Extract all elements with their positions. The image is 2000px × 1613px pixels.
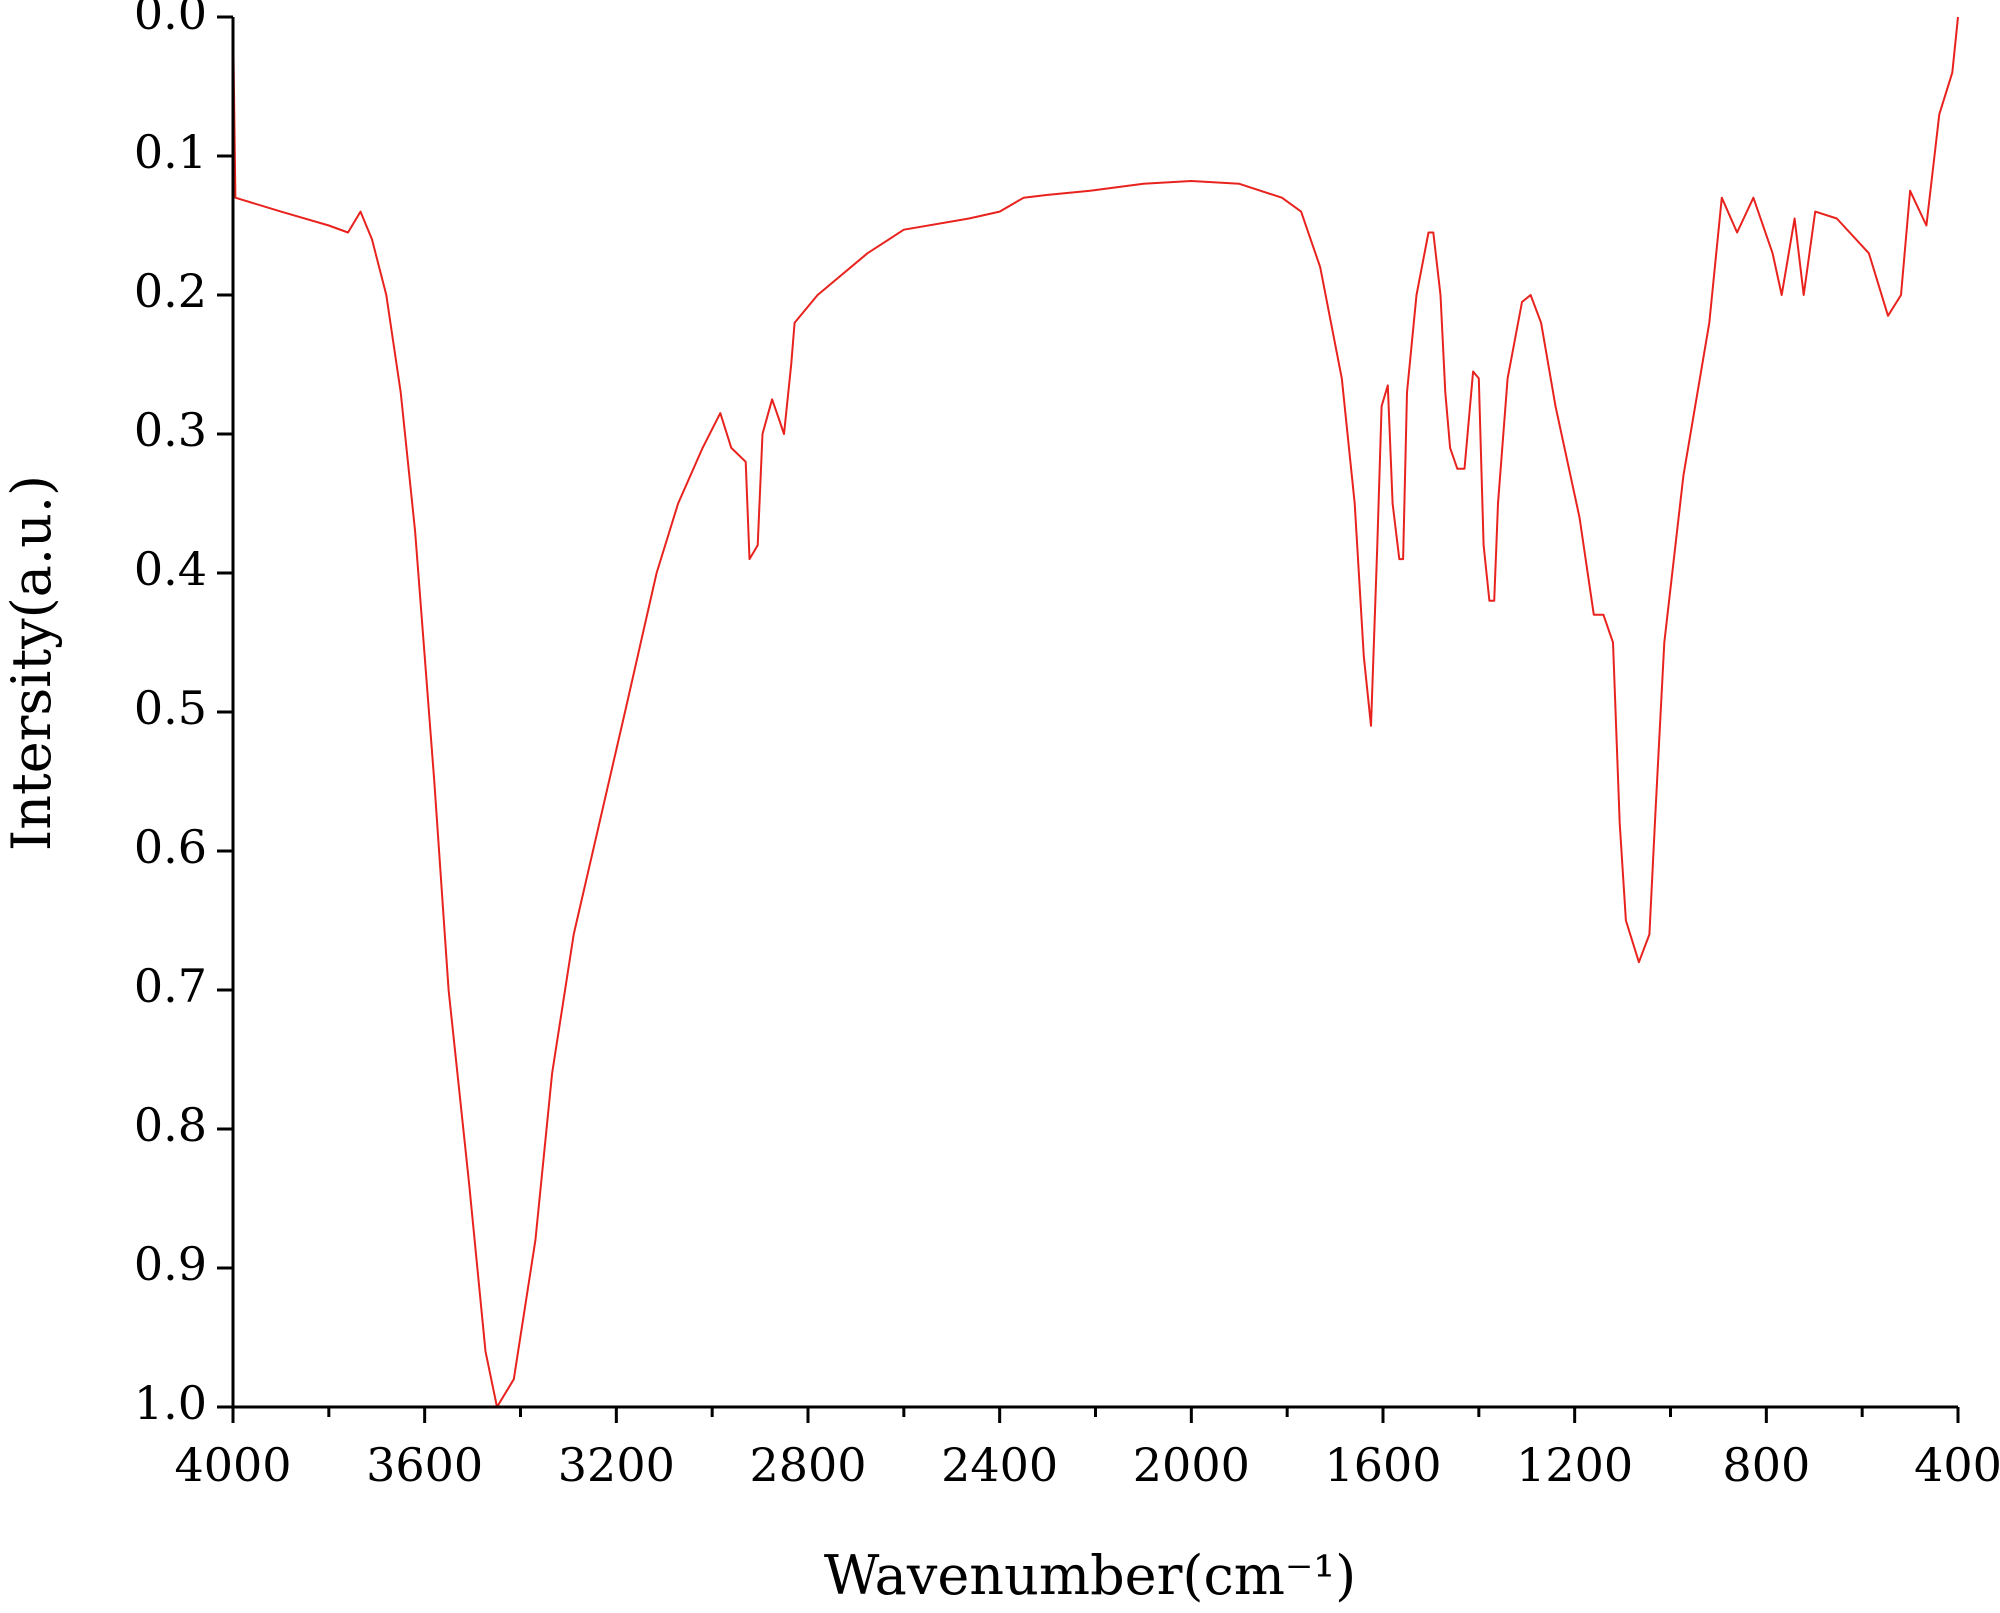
x-tick-label: 3200 — [558, 1438, 675, 1492]
x-tick-label: 2400 — [941, 1438, 1058, 1492]
y-tick-label: 0.1 — [134, 125, 207, 179]
y-tick-label: 1.0 — [134, 1376, 207, 1430]
x-tick-label: 2800 — [749, 1438, 866, 1492]
x-tick-label: 1600 — [1324, 1438, 1441, 1492]
x-tick-label: 800 — [1722, 1438, 1810, 1492]
y-tick-label: 0.0 — [134, 0, 207, 40]
y-tick-label: 0.6 — [134, 820, 207, 874]
x-tick-label: 400 — [1914, 1438, 2000, 1492]
x-tick-label: 2000 — [1133, 1438, 1250, 1492]
y-tick-label: 0.5 — [134, 681, 207, 735]
x-tick-label: 3600 — [366, 1438, 483, 1492]
y-tick-label: 0.8 — [134, 1098, 207, 1152]
y-tick-label: 0.2 — [134, 264, 207, 318]
x-tick-label: 4000 — [174, 1438, 291, 1492]
y-tick-label: 0.4 — [134, 542, 207, 596]
y-tick-label: 0.7 — [134, 959, 207, 1013]
y-tick-label: 0.9 — [134, 1237, 207, 1291]
y-tick-label: 0.3 — [134, 403, 207, 457]
y-axis-title: Intersity(a.u.) — [0, 475, 63, 851]
spectrum-line — [232, 16, 1959, 1408]
x-axis-title: Wavenumber(cm⁻¹) — [824, 1544, 1356, 1607]
x-tick-label: 1200 — [1516, 1438, 1633, 1492]
